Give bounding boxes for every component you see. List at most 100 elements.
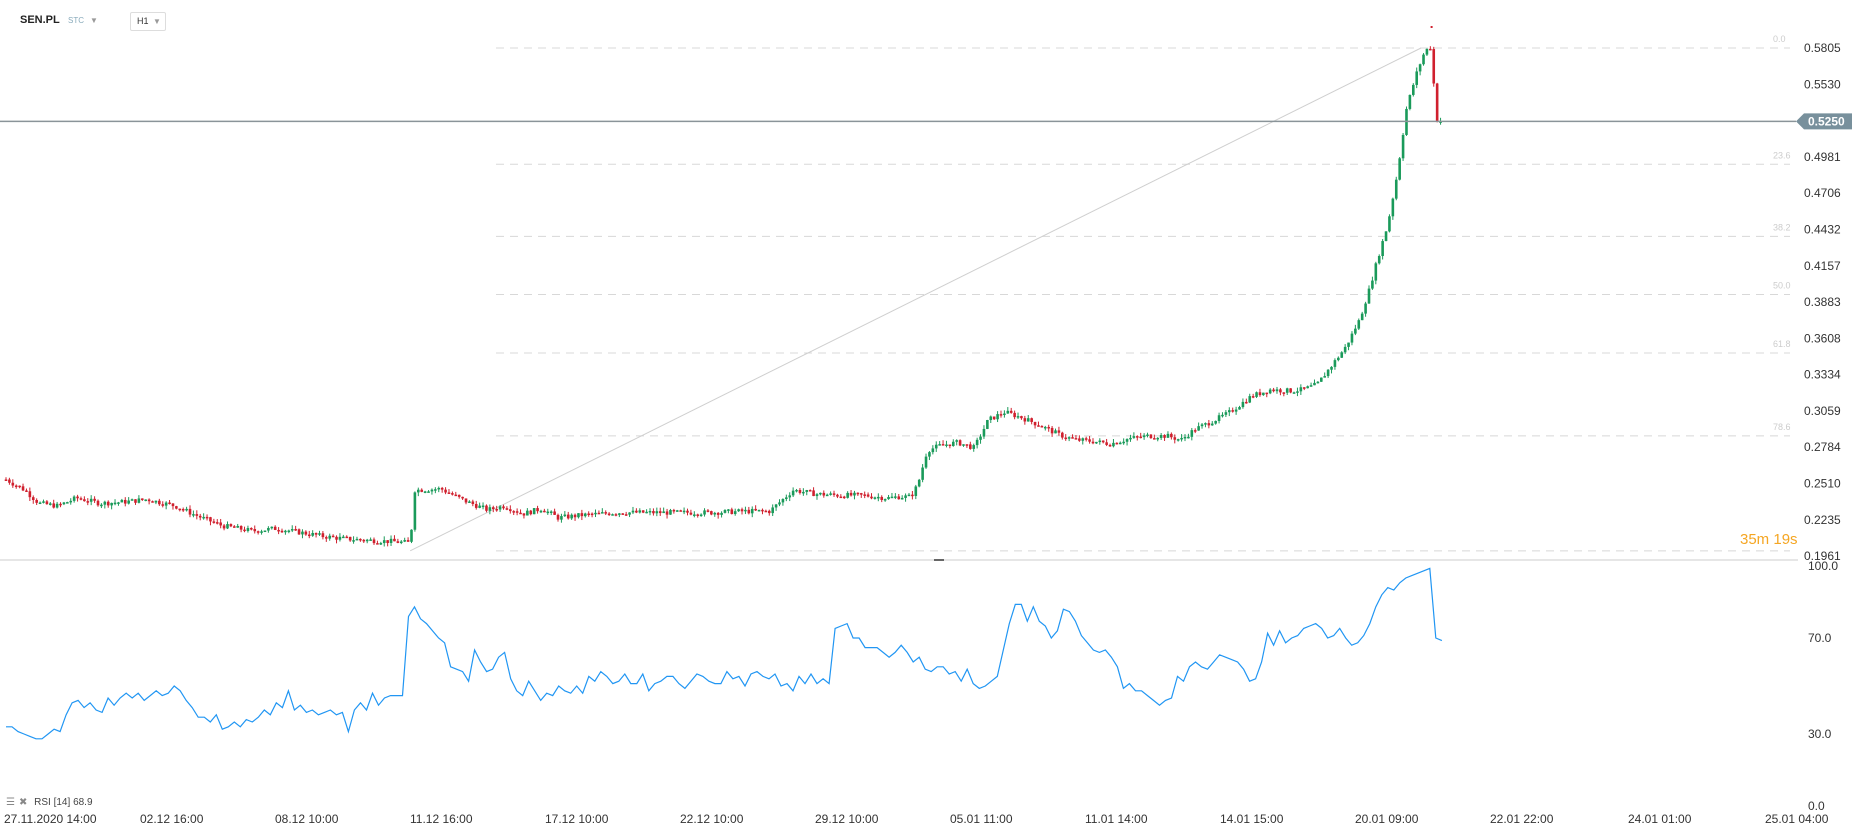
candle-body [451,493,454,495]
candle [1210,421,1214,426]
fibonacci-retracement[interactable]: 0.0 23.6 38.2 50.0 61.8 78.6 [496,34,1791,552]
candle-body [1115,442,1119,445]
candle [669,508,672,515]
candle [614,513,618,517]
candle-body [11,482,15,486]
candle [59,502,62,508]
price-tick-label: 0.2784 [1804,440,1841,454]
candle-body [771,507,774,514]
candle [307,530,311,539]
candle-body [273,526,277,530]
candle-body [1398,158,1401,180]
candle [689,509,693,516]
candle [1245,398,1248,404]
candle [331,534,335,538]
candle-body [1374,263,1378,281]
candle-body [1149,434,1153,439]
candle-body [1122,441,1125,444]
fib-level-label: 78.6 [1773,422,1791,432]
candle [1163,434,1166,441]
candle [103,500,107,509]
candle [76,494,79,502]
candle [839,494,843,499]
candle-body [761,509,764,512]
candle-body [1118,442,1122,445]
candle-body [832,493,836,495]
candle [1105,438,1108,447]
candle-body [205,516,209,519]
candle [924,453,928,469]
candle-body [1013,412,1016,418]
candle [720,511,723,518]
chevron-down-icon[interactable]: ▼ [90,16,98,25]
candle-body [430,489,434,492]
candle-body [911,494,914,497]
candle-body [1224,412,1228,415]
candle [710,510,713,516]
candle [747,506,751,515]
candle-body [1302,387,1306,389]
candle-body [86,501,90,503]
candle-body [158,500,161,505]
candle-body [519,512,522,515]
price-tick-label: 0.4981 [1804,150,1841,164]
candle-body [1439,121,1442,123]
candle-body [1003,413,1006,416]
candle-body [287,530,291,533]
time-tick-label: 11.12 16:00 [410,812,473,826]
candle-body [396,541,400,543]
candle [1064,434,1068,441]
candle-body [1292,392,1296,394]
candle [1081,437,1085,445]
candle-body [539,510,543,513]
candle [362,538,366,543]
candle-body [127,500,130,504]
candle [168,499,171,505]
candle [904,493,907,502]
candle-body [819,492,822,495]
candle [1401,133,1405,161]
candle [587,511,590,517]
candle [750,506,754,518]
candle-body [607,513,611,516]
candle [1176,438,1180,442]
candle [778,499,781,507]
candle-body [924,456,928,468]
candle [212,518,216,524]
candle [8,477,11,485]
candle [693,511,696,518]
close-icon[interactable]: ✖ [18,797,28,808]
timeframe-select[interactable]: H1 ▼ [130,12,166,31]
candle [417,487,420,497]
candle-body [164,502,168,506]
trendline[interactable] [409,47,1422,552]
candle [512,510,516,516]
candle-body [1047,426,1050,429]
candle [205,514,209,521]
candle [1251,393,1255,399]
candle [706,509,710,513]
candle-body [1135,436,1139,438]
candle-body [1105,442,1108,445]
symbol-label[interactable]: SEN.PL [20,14,60,26]
candle [1367,285,1371,304]
candle-body [420,489,424,492]
settings-icon[interactable]: ☰ [6,797,15,808]
candle [662,507,665,514]
candle [1037,421,1040,427]
candle [836,493,839,499]
time-tick-label: 22.01 22:00 [1490,812,1554,826]
candle-body [321,533,325,538]
price-tick-label: 0.4706 [1804,186,1841,200]
candle-body [175,506,178,509]
data-source-dropdown[interactable]: STC [68,16,84,25]
candle-body [52,503,56,508]
candle-body [662,511,665,514]
candle-body [597,512,601,515]
candle [1255,391,1258,399]
candle-body [505,508,509,510]
candle [767,509,771,516]
trendline-line[interactable] [409,47,1422,552]
candle-body [485,505,488,511]
